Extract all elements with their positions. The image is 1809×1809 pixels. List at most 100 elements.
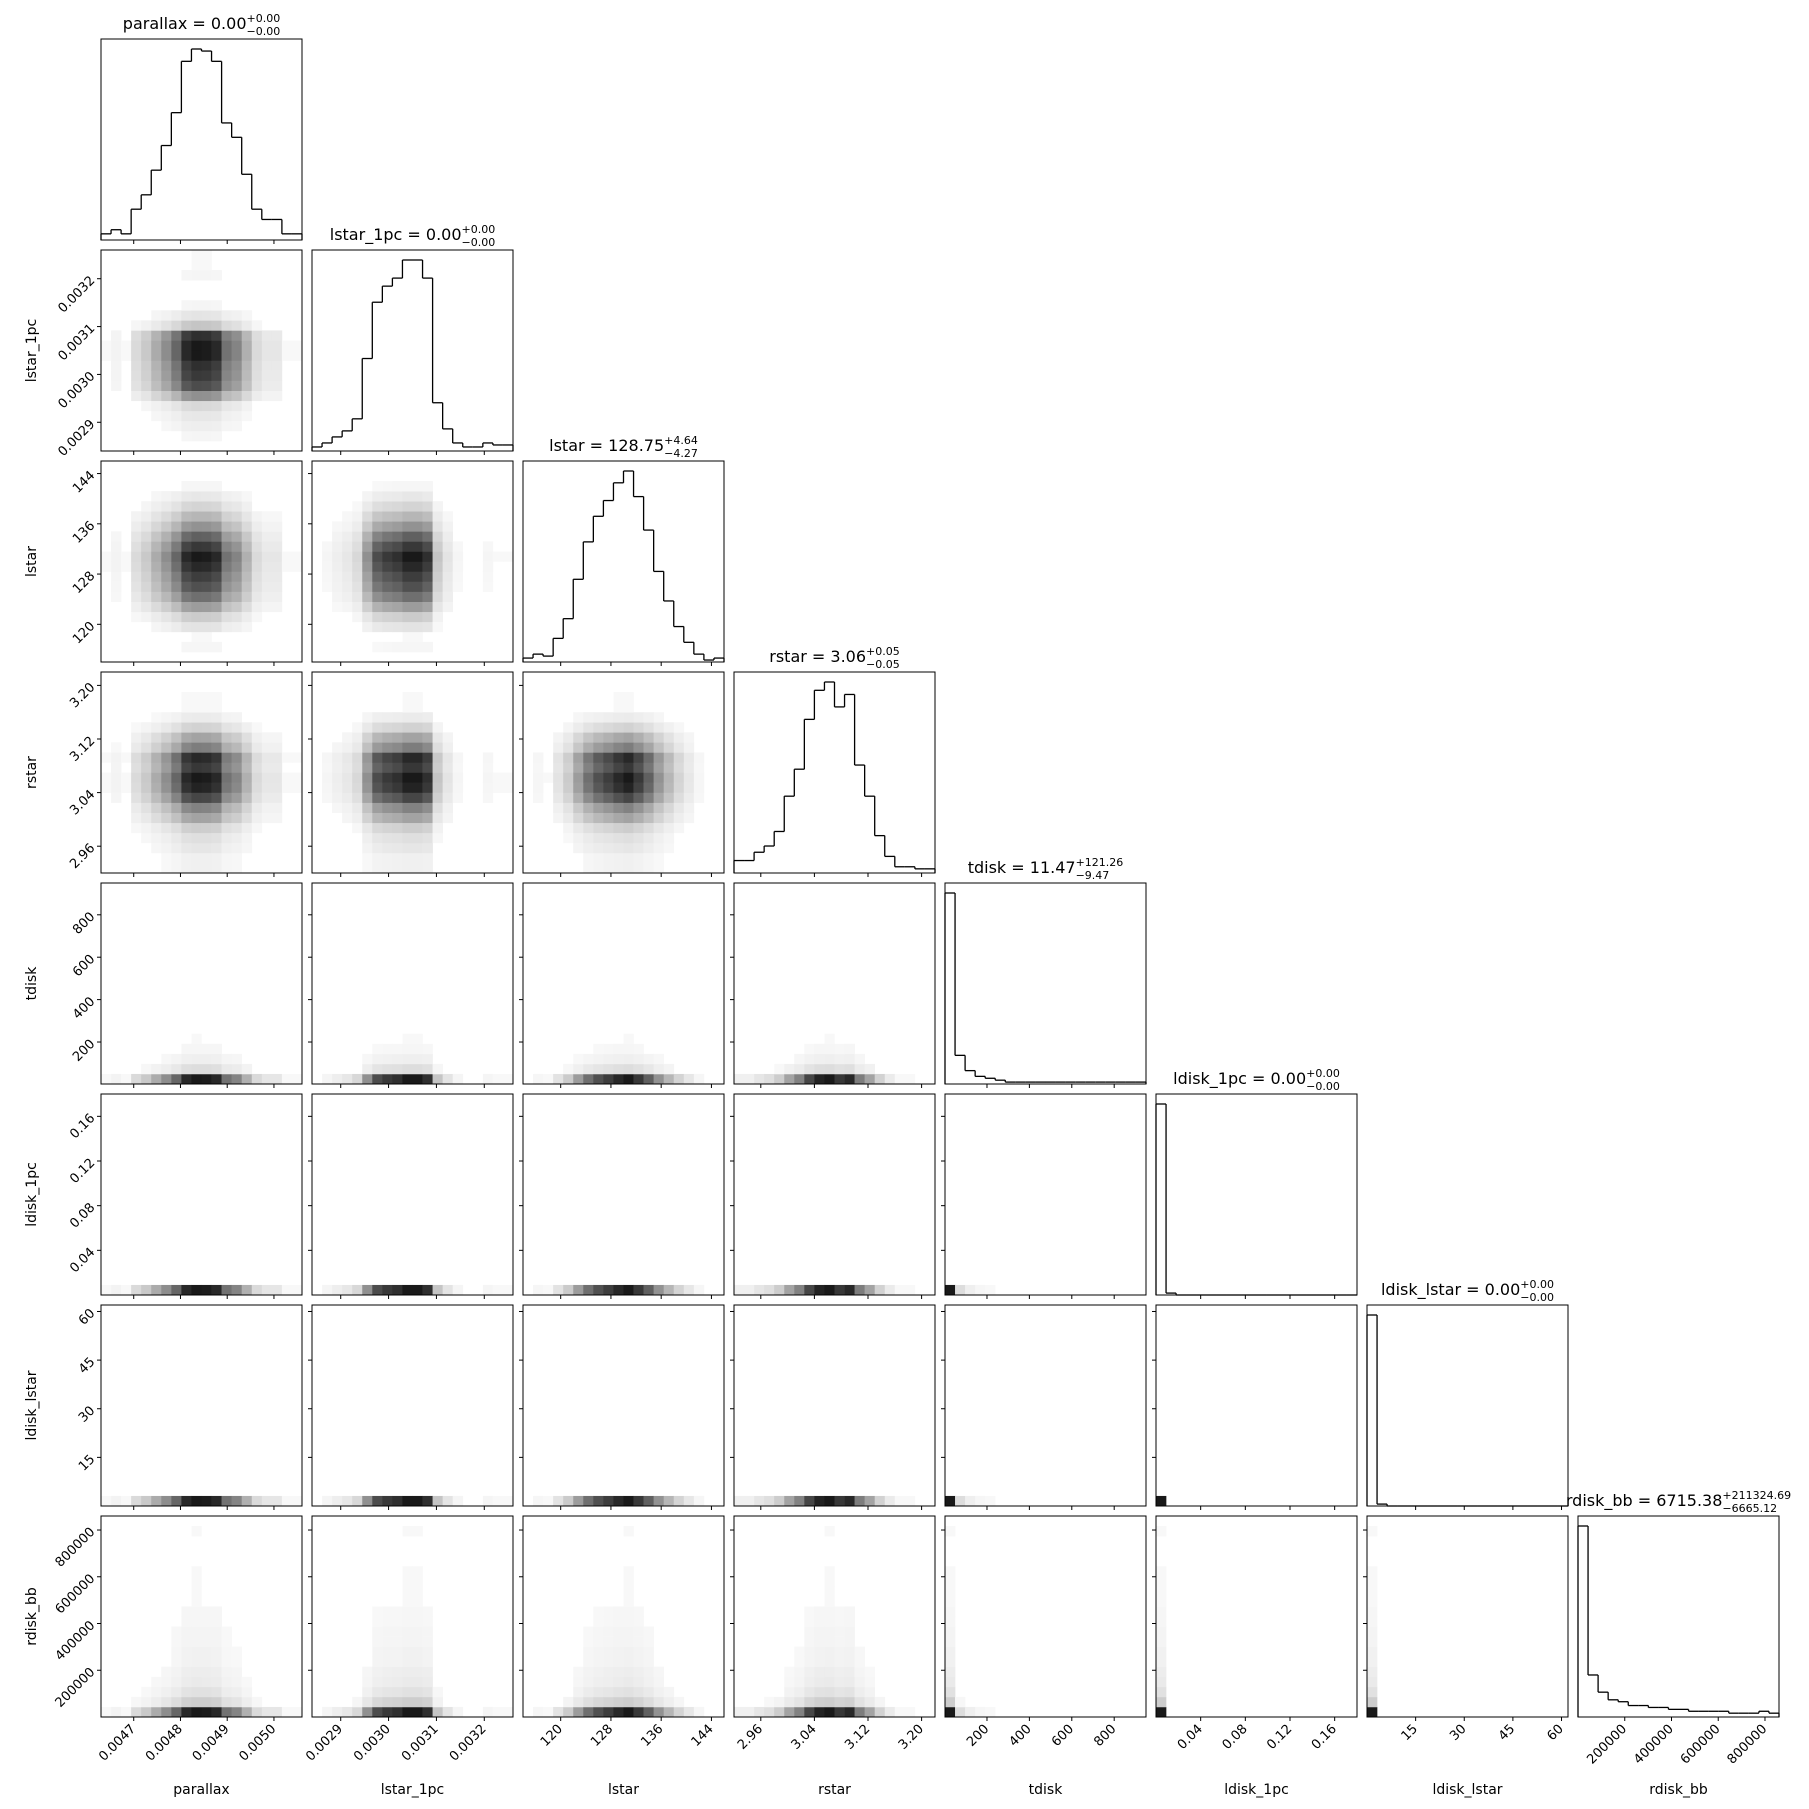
density-cell (221, 511, 232, 522)
density-cell (683, 802, 695, 813)
density-cell (332, 792, 343, 803)
density-cell (854, 1676, 865, 1688)
density-cell (161, 1706, 172, 1718)
density-cell (362, 722, 373, 733)
density-cell (221, 501, 232, 512)
density-cell (101, 1706, 112, 1718)
density-cell (171, 370, 182, 381)
density-cell (432, 531, 443, 542)
density-cell (342, 521, 353, 532)
density-cell (432, 581, 443, 592)
density-cell (372, 1053, 383, 1065)
density-cell (191, 1053, 202, 1065)
density-cell (161, 511, 172, 522)
density-cell (171, 782, 182, 793)
density-cell (261, 350, 273, 361)
density-cell (191, 1676, 202, 1688)
panel (519, 671, 725, 877)
density-cell (131, 571, 142, 582)
density-cell (533, 1073, 544, 1085)
density-cell (352, 722, 363, 733)
density-cell (864, 1706, 875, 1718)
density-cell (191, 340, 202, 351)
density-cell (673, 822, 685, 834)
density-cell (392, 1626, 403, 1637)
density-cell (422, 1626, 433, 1637)
density-cell (824, 1596, 835, 1607)
density-cell (161, 712, 172, 723)
density-cell (261, 802, 273, 813)
title-lower: −4.27 (664, 447, 698, 460)
density-cell (241, 621, 253, 633)
density-cell (141, 782, 152, 793)
density-cell (241, 802, 253, 813)
density-cell (553, 802, 564, 813)
density-cell (362, 601, 373, 613)
density-cell (201, 802, 212, 813)
density-cell (281, 551, 293, 562)
density-cell (342, 551, 353, 562)
density-cell (673, 722, 685, 733)
density-cell (241, 390, 253, 402)
density-cell (261, 1073, 273, 1085)
panel-frame (733, 882, 936, 1085)
density-cell (834, 1636, 845, 1647)
density-cell (392, 571, 403, 582)
density-cell (131, 511, 142, 522)
density-cell (131, 802, 142, 813)
density-cell (412, 1676, 423, 1688)
density-cell (271, 581, 283, 592)
density-cell (945, 1495, 956, 1507)
density-cell (633, 1636, 644, 1647)
density-cell (583, 712, 594, 723)
density-cell (683, 1073, 695, 1085)
density-cell (101, 561, 112, 572)
density-cell (633, 1073, 644, 1085)
density-cell (844, 1696, 855, 1708)
density-cell (141, 330, 152, 341)
density-cell (231, 752, 242, 763)
panel-frame (100, 671, 303, 874)
density-cell (653, 812, 664, 824)
density-cell (151, 551, 162, 562)
density-cell (201, 722, 212, 733)
density-cell (151, 822, 162, 834)
density-cell (261, 762, 273, 773)
density-cell (201, 762, 212, 773)
density-cell (412, 732, 423, 743)
density-cell (643, 802, 654, 813)
density-cell (553, 812, 564, 824)
density-cell (593, 1636, 604, 1647)
density-cell (131, 752, 142, 763)
density-cell (482, 561, 494, 572)
density-cell (945, 1284, 956, 1296)
density-cell (332, 541, 343, 552)
density-cell (181, 1686, 192, 1698)
density-cell (362, 1676, 373, 1688)
density-cell (653, 712, 664, 723)
density-cell (643, 1706, 654, 1718)
density-cell (241, 521, 253, 532)
density-cell (352, 1073, 363, 1085)
density-cell (583, 1063, 594, 1075)
density-cell (1367, 1646, 1378, 1657)
density-cell (332, 521, 343, 532)
density-cell (844, 1666, 855, 1678)
density-cell (623, 1495, 634, 1507)
title-upper: +0.05 (866, 645, 900, 658)
density-cell (392, 1063, 403, 1075)
y-tick-label: 200 (70, 1037, 98, 1065)
density-cell (593, 812, 604, 824)
density-cell (231, 722, 242, 733)
density-cell (201, 511, 212, 522)
y-axis-label: rstar (24, 756, 40, 789)
hist-step (522, 471, 725, 662)
density-cell (593, 772, 604, 783)
density-cell (573, 1063, 584, 1075)
density-cell (231, 561, 242, 572)
density-cell (211, 571, 222, 582)
panel (519, 1093, 725, 1299)
density-cell (633, 722, 644, 733)
density-cell (241, 1073, 253, 1085)
density-cell (412, 812, 423, 824)
